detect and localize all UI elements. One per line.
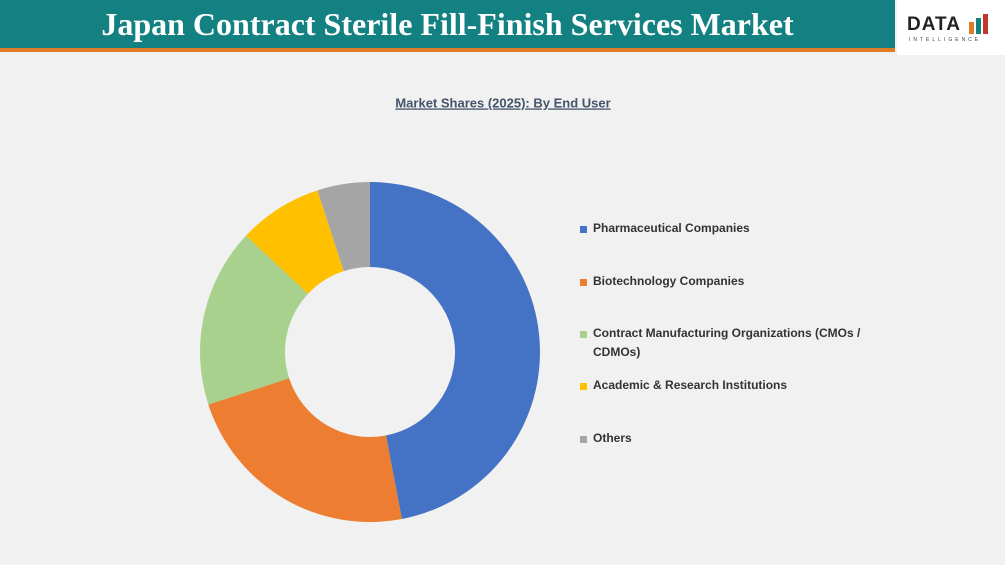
logo-icon (969, 14, 988, 34)
legend-swatch (580, 279, 587, 286)
legend-swatch (580, 226, 587, 233)
donut-slice (246, 190, 344, 294)
donut-slice (200, 235, 309, 405)
logo-main: DATA (907, 14, 961, 35)
logo: DATA INTELLIGENCE (897, 0, 1005, 55)
legend-swatch (580, 436, 587, 443)
header-bar (0, 0, 895, 52)
logo-sub: INTELLIGENCE (909, 37, 982, 43)
legend-label: Contract Manufacturing Organizations (CM… (593, 326, 861, 359)
legend-swatch (580, 331, 587, 338)
legend-swatch (580, 383, 587, 390)
header-title: Japan Contract Sterile Fill-Finish Servi… (101, 6, 794, 42)
donut-slice (208, 378, 402, 522)
legend-label: Pharmaceutical Companies (593, 221, 750, 235)
legend-label: Others (593, 431, 632, 445)
legend-label: Biotechnology Companies (593, 274, 745, 288)
chart-title: Market Shares (2025): By End User (395, 95, 610, 110)
donut-slice (317, 182, 370, 272)
donut-slice (370, 182, 541, 519)
legend-label: Academic & Research Institutions (593, 378, 787, 392)
